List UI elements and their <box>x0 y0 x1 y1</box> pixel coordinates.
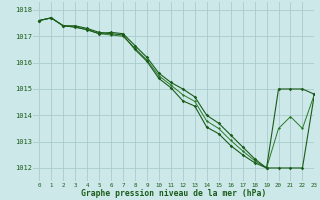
X-axis label: Graphe pression niveau de la mer (hPa): Graphe pression niveau de la mer (hPa) <box>81 189 267 198</box>
